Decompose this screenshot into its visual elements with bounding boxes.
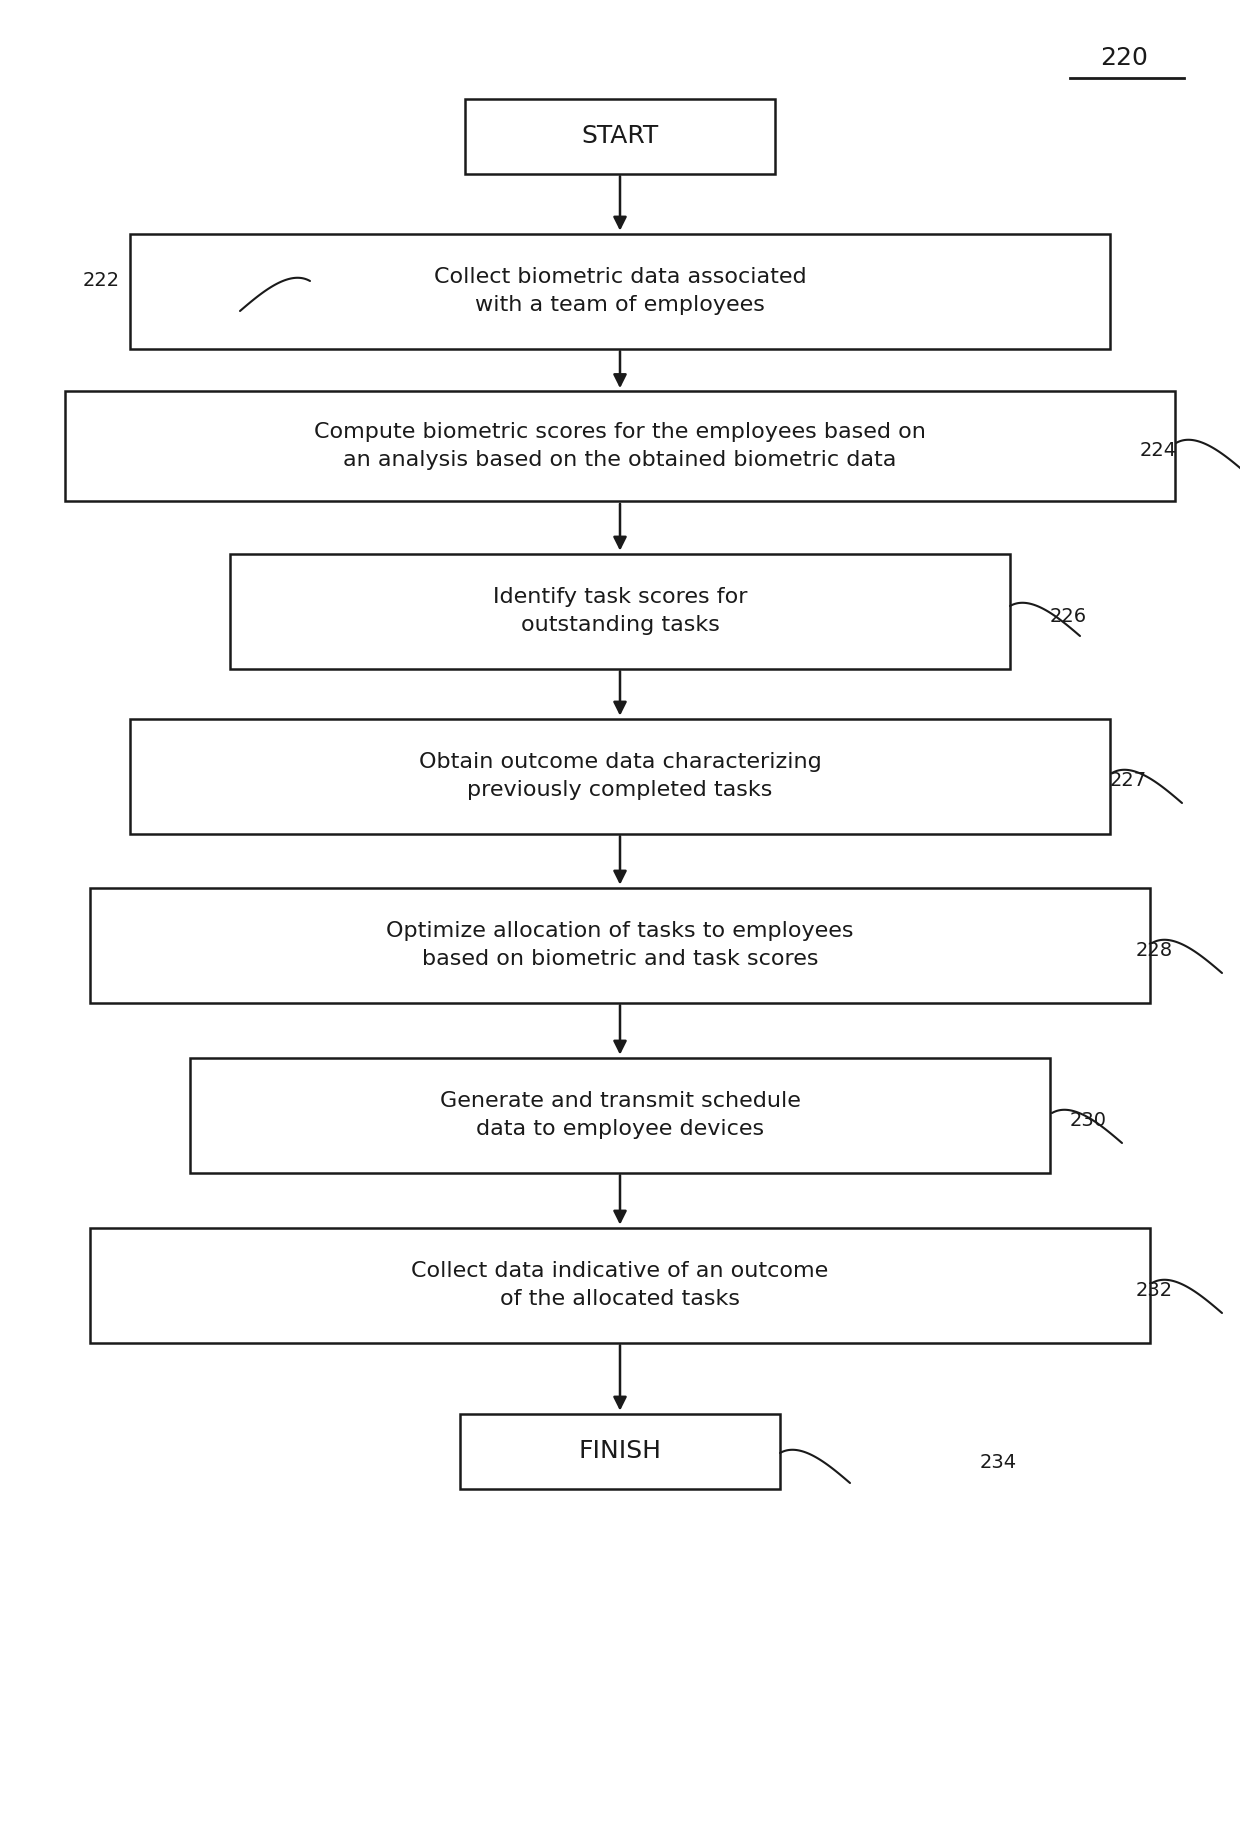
Text: START: START	[582, 124, 658, 148]
Bar	[130, 233, 1110, 348]
Text: Compute biometric scores for the employees based on
an analysis based on the obt: Compute biometric scores for the employe…	[314, 422, 926, 470]
Text: Optimize allocation of tasks to employees
based on biometric and task scores: Optimize allocation of tasks to employee…	[386, 921, 854, 969]
Text: 234: 234	[980, 1453, 1017, 1473]
Text: 220: 220	[1100, 46, 1148, 69]
Text: 224: 224	[1140, 441, 1177, 461]
Bar	[190, 1058, 1050, 1173]
Text: FINISH: FINISH	[579, 1439, 661, 1462]
Text: 228: 228	[1136, 941, 1173, 960]
Bar	[91, 1227, 1149, 1342]
Text: Obtain outcome data characterizing
previously completed tasks: Obtain outcome data characterizing previ…	[419, 752, 821, 799]
Text: 222: 222	[83, 271, 120, 291]
Text: 227: 227	[1110, 772, 1147, 790]
Bar	[465, 98, 775, 173]
Bar	[229, 554, 1011, 668]
Bar	[130, 719, 1110, 834]
Text: Collect data indicative of an outcome
of the allocated tasks: Collect data indicative of an outcome of…	[412, 1260, 828, 1309]
Bar	[460, 1413, 780, 1488]
Text: Identify task scores for
outstanding tasks: Identify task scores for outstanding tas…	[492, 586, 748, 636]
Bar	[91, 887, 1149, 1003]
Text: Collect biometric data associated
with a team of employees: Collect biometric data associated with a…	[434, 268, 806, 315]
Text: 232: 232	[1136, 1282, 1173, 1300]
Bar	[64, 392, 1176, 501]
Text: 230: 230	[1070, 1111, 1107, 1131]
Text: 226: 226	[1050, 606, 1087, 625]
Text: Generate and transmit schedule
data to employee devices: Generate and transmit schedule data to e…	[439, 1091, 801, 1138]
